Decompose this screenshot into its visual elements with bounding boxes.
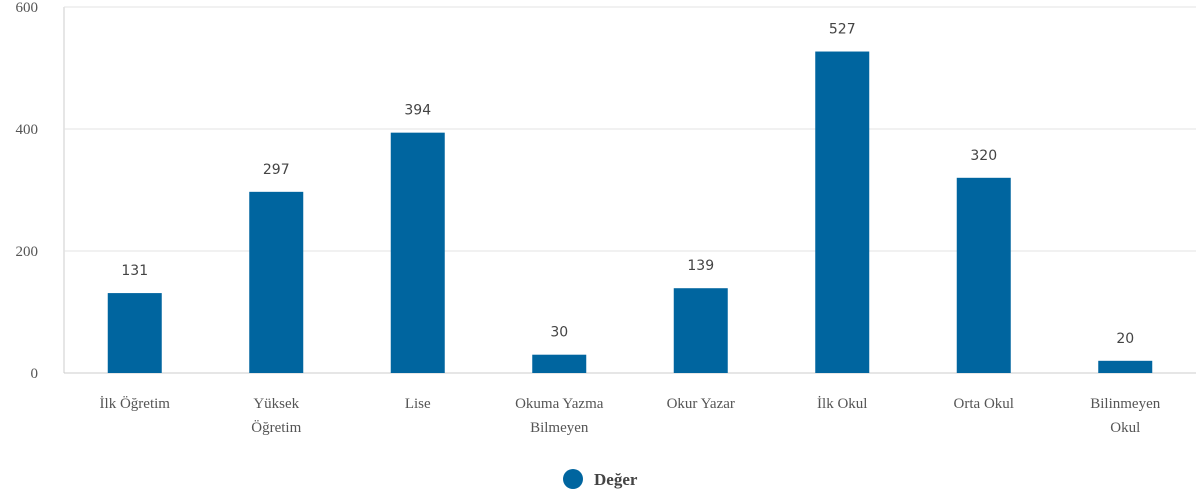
y-tick-label-0: 0 xyxy=(31,366,39,382)
bar-4[interactable] xyxy=(532,354,587,373)
x-tick-label-1: İlk Öğretim xyxy=(100,395,171,412)
x-tick-label-6: İlk Okul xyxy=(817,396,867,412)
data-label-7: 320 xyxy=(970,148,997,164)
x-tick-label-2: Yüksek Öğretim xyxy=(251,396,301,436)
bar-1[interactable] xyxy=(107,293,162,373)
bar-6[interactable] xyxy=(815,51,870,373)
data-label-5: 139 xyxy=(687,258,714,274)
bars xyxy=(107,51,1153,373)
data-labels: 131 297 394 30 139 527 320 20 xyxy=(121,22,1134,347)
legend-marker[interactable] xyxy=(563,469,583,489)
gridlines xyxy=(63,6,1196,374)
x-tick-label-8: Bilinmeyen Okul xyxy=(1090,396,1160,436)
x-tick-label-7: Orta Okul xyxy=(954,396,1014,412)
legend[interactable]: Değer xyxy=(563,469,638,489)
data-label-8: 20 xyxy=(1116,331,1134,347)
bar-5[interactable] xyxy=(673,288,728,373)
bar-2[interactable] xyxy=(249,191,304,373)
data-label-3: 394 xyxy=(404,103,431,119)
data-label-6: 527 xyxy=(829,22,856,38)
bar-8[interactable] xyxy=(1098,360,1153,373)
y-axis-ticks: 0 200 400 600 xyxy=(16,0,39,382)
x-tick-label-5: Okur Yazar xyxy=(667,396,735,412)
data-label-1: 131 xyxy=(121,263,148,279)
y-tick-label-600: 600 xyxy=(16,0,39,16)
y-tick-label-200: 200 xyxy=(16,244,39,260)
bar-7[interactable] xyxy=(956,177,1011,373)
x-axis-labels: İlk Öğretim Yüksek Öğretim Lise Okuma Yazma B… xyxy=(100,395,1161,436)
x-tick-label-3: Lise xyxy=(405,396,431,412)
legend-label-deger[interactable]: Değer xyxy=(594,470,638,489)
data-label-4: 30 xyxy=(550,325,568,341)
x-tick-label-4: Okuma Yazma Bilmeyen xyxy=(515,396,604,436)
bar-3[interactable] xyxy=(390,132,445,373)
y-tick-label-400: 400 xyxy=(16,122,39,138)
data-label-2: 297 xyxy=(263,162,290,178)
